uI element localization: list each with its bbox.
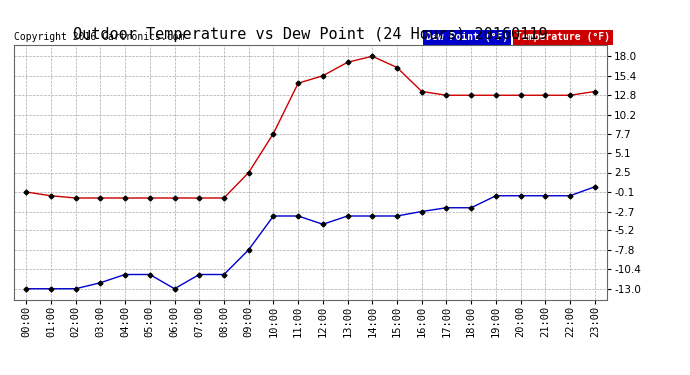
Title: Outdoor Temperature vs Dew Point (24 Hours) 20160119: Outdoor Temperature vs Dew Point (24 Hou… [73, 27, 548, 42]
Text: Copyright 2016 Cartronics.com: Copyright 2016 Cartronics.com [14, 33, 184, 42]
Text: Temperature (°F): Temperature (°F) [516, 33, 611, 42]
Text: Dew Point (°F): Dew Point (°F) [426, 32, 509, 42]
